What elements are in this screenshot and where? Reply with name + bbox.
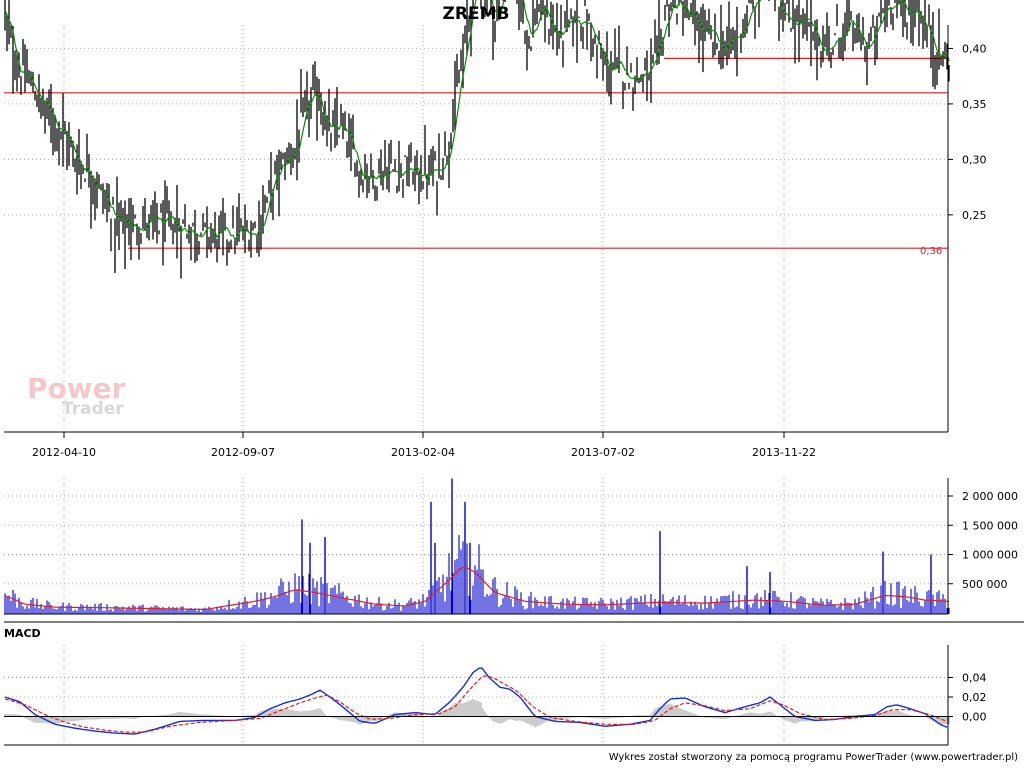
- y-tick-label: 0,25: [962, 209, 987, 222]
- y-tick-label: 0,40: [962, 42, 987, 55]
- volume-tick-label: 2 000 000: [962, 490, 1018, 503]
- macd-tick-label: 0,04: [962, 672, 987, 685]
- y-tick-label: 0,35: [962, 98, 987, 111]
- level-label: 0,36: [920, 246, 942, 257]
- footer-credit: Wykres został stworzony za pomocą progra…: [609, 752, 1018, 763]
- signal-line: [4, 675, 948, 733]
- support-resistance-levels: [4, 57, 948, 249]
- volume-tick-label: 500 000: [962, 578, 1008, 591]
- macd-tick-label: 0,02: [962, 691, 987, 704]
- ma-line: [4, 0, 950, 241]
- macd-label: MACD: [4, 627, 41, 640]
- x-tick-label: 2013-11-22: [752, 446, 816, 459]
- x-tick-label: 2012-09-07: [211, 446, 275, 459]
- watermark-power: Power: [27, 372, 126, 405]
- volume-tick-label: 1 500 000: [962, 519, 1018, 532]
- x-tick-label: 2013-07-02: [571, 446, 635, 459]
- volume-ma-line: [4, 566, 950, 611]
- watermark-trader: Trader: [62, 399, 124, 419]
- moving-average: [4, 0, 950, 241]
- chart-title: ZREMB: [443, 4, 510, 24]
- watermark: Power Trader: [27, 372, 126, 419]
- y-tick-label: 0,30: [962, 153, 987, 166]
- x-tick-label: 2012-04-10: [32, 446, 96, 459]
- price-candles: [4, 0, 950, 279]
- macd-line: [4, 667, 948, 735]
- axes: 2012-04-10 2012-09-07 2013-02-04 2013-07-02…: [4, 25, 1024, 746]
- grid-lines: [4, 25, 948, 745]
- volume-bars: [4, 478, 950, 614]
- macd-tick-label: 0,00: [962, 711, 987, 724]
- x-tick-label: 2013-02-04: [391, 446, 455, 459]
- volume-tick-label: 1 000 000: [962, 549, 1018, 562]
